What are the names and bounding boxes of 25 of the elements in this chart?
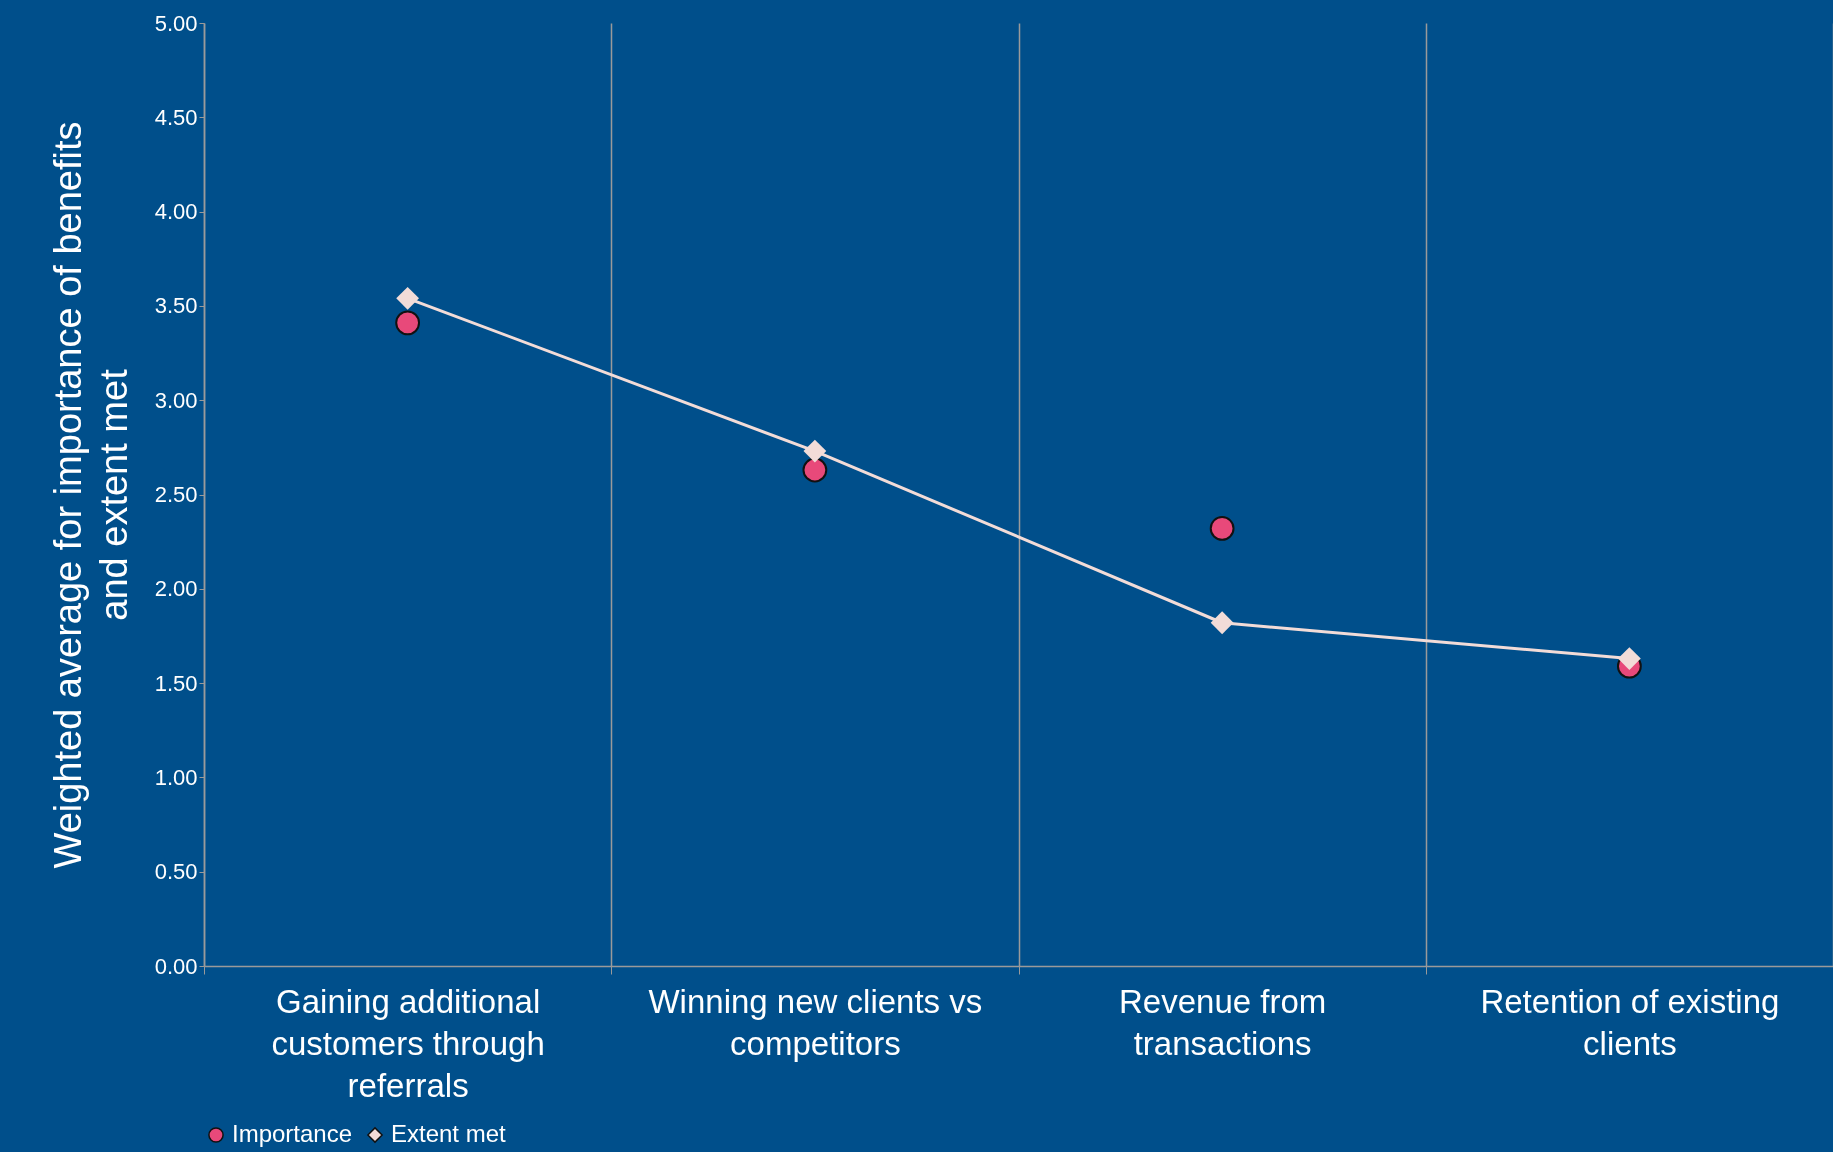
legend-label: Importance (232, 1120, 353, 1147)
point (1209, 516, 1235, 541)
y-tick-label: 0.50 (154, 859, 198, 885)
y-axis-title: Weighted average for importance of benefits and extent met (46, 121, 135, 869)
y-tick-label: 3.00 (154, 387, 198, 413)
point (1617, 647, 1641, 670)
y-tick-label: 1.50 (154, 670, 198, 696)
legend-label: Extent met (391, 1120, 507, 1147)
y-tick-label: 4.50 (154, 104, 198, 130)
y-tick-label: 0.00 (154, 953, 198, 979)
x-tick-label: Retention of existing clients (1480, 982, 1780, 1062)
x-tick-label: Gaining additional customers through referrals (271, 982, 545, 1104)
point (395, 310, 421, 336)
point (802, 457, 828, 483)
point (1210, 611, 1234, 635)
y-tick-label: 2.50 (154, 482, 198, 507)
x-tick-label: Revenue from transactions (1118, 982, 1327, 1062)
x-tick-label: Winning new clients vs competitors (648, 982, 983, 1062)
y-tick-label: 5.00 (154, 10, 198, 36)
y-tick-label: 1.00 (154, 764, 198, 790)
y-tick-label: 4.00 (154, 199, 198, 225)
point (396, 286, 420, 310)
y-tick-label: 3.50 (154, 293, 198, 319)
y-tick-label: 2.00 (154, 576, 198, 602)
point (803, 439, 827, 463)
